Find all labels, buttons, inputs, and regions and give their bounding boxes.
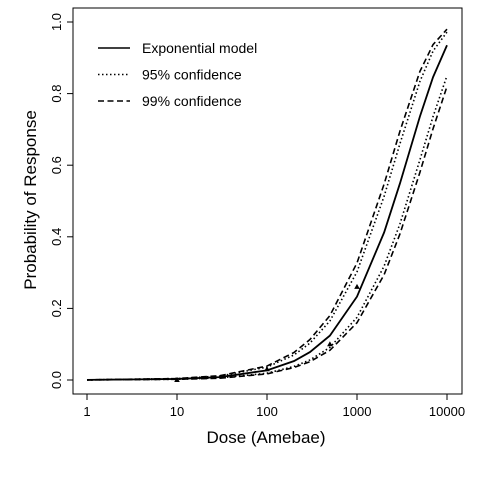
x-tick-label: 1000 bbox=[343, 404, 372, 419]
y-tick-label: 0.0 bbox=[49, 371, 64, 389]
legend-label: Exponential model bbox=[142, 40, 257, 56]
x-axis: 1 10 100 1000 10000 bbox=[83, 394, 465, 419]
x-tick-label: 1 bbox=[83, 404, 90, 419]
legend-label: 95% confidence bbox=[142, 67, 242, 83]
y-axis-label: Probability of Response bbox=[21, 110, 40, 290]
y-tick-label: 1.0 bbox=[49, 13, 64, 31]
x-tick-label: 10000 bbox=[429, 404, 465, 419]
observation-point bbox=[174, 377, 180, 382]
legend-label: 99% confidence bbox=[142, 93, 242, 109]
series-line-dotted bbox=[86, 75, 448, 381]
x-tick-label: 10 bbox=[170, 404, 184, 419]
y-axis: 0.0 0.2 0.4 0.6 0.8 1.0 bbox=[49, 13, 73, 389]
observation-points bbox=[174, 283, 360, 382]
observation-point bbox=[354, 283, 360, 289]
x-tick-label: 100 bbox=[256, 404, 278, 419]
x-axis-label: Dose (Amebae) bbox=[206, 428, 325, 447]
observation-point bbox=[327, 341, 333, 347]
legend: Exponential model 95% confidence 99% confi… bbox=[98, 40, 257, 109]
y-tick-label: 0.4 bbox=[49, 228, 64, 246]
observation-point bbox=[264, 366, 270, 372]
y-tick-label: 0.6 bbox=[49, 156, 64, 174]
series-line-dashed bbox=[86, 28, 448, 381]
series-layer bbox=[86, 28, 448, 381]
series-line-dashed bbox=[86, 86, 448, 381]
series-line-solid bbox=[86, 44, 448, 381]
plot-frame bbox=[72, 7, 463, 395]
y-tick-label: 0.2 bbox=[49, 299, 64, 317]
y-tick-label: 0.8 bbox=[49, 85, 64, 103]
